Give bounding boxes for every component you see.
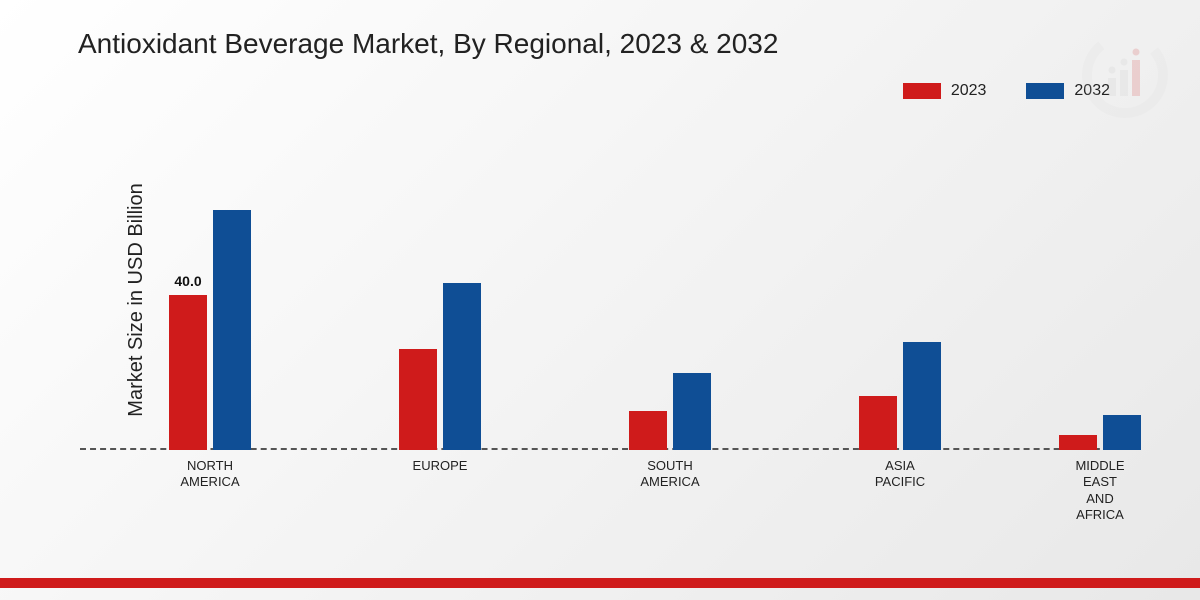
bar-group-eu <box>399 283 481 450</box>
bar-sa-2023 <box>629 411 667 450</box>
xlabel-eu: EUROPE <box>413 458 468 474</box>
bar-ap-2023 <box>859 396 897 450</box>
bar-na-2023: 40.0 <box>169 295 207 450</box>
bar-group-mea <box>1059 415 1141 450</box>
legend: 2023 2032 <box>903 82 1110 100</box>
bar-mea-2023 <box>1059 435 1097 451</box>
legend-swatch-2032 <box>1026 83 1064 99</box>
plot-area: 40.0 <box>80 140 1140 450</box>
bar-ap-2032 <box>903 342 941 451</box>
bar-value-label-na-2023: 40.0 <box>174 273 201 289</box>
bar-group-na: 40.0 <box>169 210 251 450</box>
legend-label-2023: 2023 <box>951 82 987 100</box>
bar-eu-2023 <box>399 349 437 450</box>
xlabel-sa: SOUTH AMERICA <box>640 458 699 491</box>
watermark-icon <box>1080 30 1170 125</box>
bar-mea-2032 <box>1103 415 1141 450</box>
bar-na-2032 <box>213 210 251 450</box>
xlabel-ap: ASIA PACIFIC <box>875 458 925 491</box>
bar-eu-2032 <box>443 283 481 450</box>
bar-sa-2032 <box>673 373 711 451</box>
bar-group-ap <box>859 342 941 451</box>
bar-group-sa <box>629 373 711 451</box>
chart-title: Antioxidant Beverage Market, By Regional… <box>78 28 778 60</box>
legend-item-2023: 2023 <box>903 82 987 100</box>
footer-bar <box>0 578 1200 588</box>
xlabel-na: NORTH AMERICA <box>180 458 239 491</box>
legend-swatch-2023 <box>903 83 941 99</box>
xlabel-mea: MIDDLE EAST AND AFRICA <box>1075 458 1124 523</box>
